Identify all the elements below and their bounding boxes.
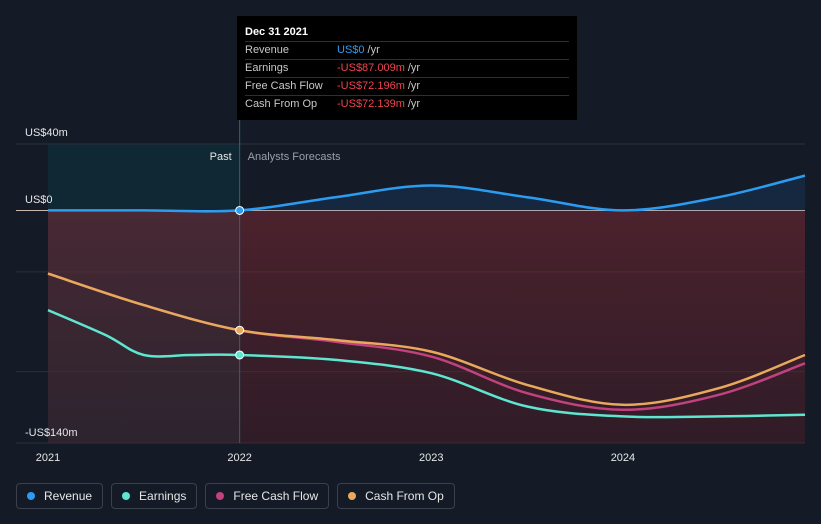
tooltip-value: -US$87.009m: [337, 62, 405, 74]
y-axis-labels: US$40m US$0 -US$140m: [25, 127, 78, 439]
tooltip-unit: /yr: [407, 80, 421, 92]
series-line-cash-from-op: [47, 272, 806, 407]
tooltip-date: Dec 31 2021: [245, 24, 569, 42]
legend-label: Free Cash Flow: [233, 489, 319, 503]
tooltip-value: -US$72.139m: [337, 98, 405, 110]
negative-area-fill: [48, 210, 805, 443]
x-tick-label: 2022: [227, 452, 251, 464]
highlight-markers: [235, 205, 245, 360]
tooltip-label: Free Cash Flow: [245, 80, 323, 92]
past-label: Past: [210, 151, 232, 163]
x-axis-labels: 2021 2022 2023 2024: [36, 452, 635, 464]
tooltip-label: Revenue: [245, 44, 290, 56]
series-line-earnings: [47, 308, 806, 419]
legend-dot-icon: [27, 492, 35, 500]
legend-item-free-cash-flow[interactable]: Free Cash Flow: [205, 483, 330, 509]
x-tick-label: 2023: [419, 452, 443, 464]
tooltip-label: Cash From Op: [245, 98, 318, 110]
x-tick-label: 2021: [36, 452, 60, 464]
y-tick-label: -US$140m: [25, 427, 78, 439]
legend-dot-icon: [122, 492, 131, 500]
tooltip-unit: /yr: [407, 98, 421, 110]
tooltip-value: US$0: [337, 44, 365, 56]
tooltip-row: Free Cash Flow -US$72.196m/yr: [245, 78, 569, 96]
tooltip: Dec 31 2021 Revenue US$0/yr Earnings -US$87…: [237, 16, 577, 120]
legend: Revenue Earnings Free Cash Flow Cash From O…: [16, 483, 455, 509]
marker-revenue: [235, 205, 245, 215]
marker-cash-from-op: [235, 325, 245, 335]
legend-label: Cash From Op: [365, 489, 444, 503]
tooltip-unit: /yr: [367, 44, 380, 56]
legend-label: Revenue: [44, 489, 93, 503]
y-tick-label: US$0: [25, 194, 53, 206]
tooltip-value: -US$72.196m: [337, 80, 405, 92]
legend-item-cash-from-op[interactable]: Cash From Op: [337, 483, 455, 509]
legend-label: Earnings: [139, 489, 187, 503]
forecast-label: Analysts Forecasts: [248, 151, 341, 163]
tooltip-unit: /yr: [407, 62, 421, 74]
marker-earnings: [235, 350, 245, 360]
series-line-revenue: [48, 174, 806, 213]
series-lines: [47, 174, 806, 419]
legend-item-earnings[interactable]: Earnings: [111, 483, 198, 509]
y-tick-label: US$40m: [25, 127, 68, 139]
tooltip-row: Earnings -US$87.009m/yr: [245, 60, 569, 78]
tooltip-row: Revenue US$0/yr: [245, 42, 569, 60]
legend-dot-icon: [216, 492, 225, 500]
tooltip-row: Cash From Op -US$72.139m/yr: [245, 96, 569, 113]
x-tick-label: 2024: [611, 452, 635, 464]
legend-item-revenue[interactable]: Revenue: [16, 483, 104, 509]
revenue-area-fill: [48, 175, 805, 212]
legend-dot-icon: [348, 492, 357, 500]
tooltip-label: Earnings: [245, 62, 289, 74]
